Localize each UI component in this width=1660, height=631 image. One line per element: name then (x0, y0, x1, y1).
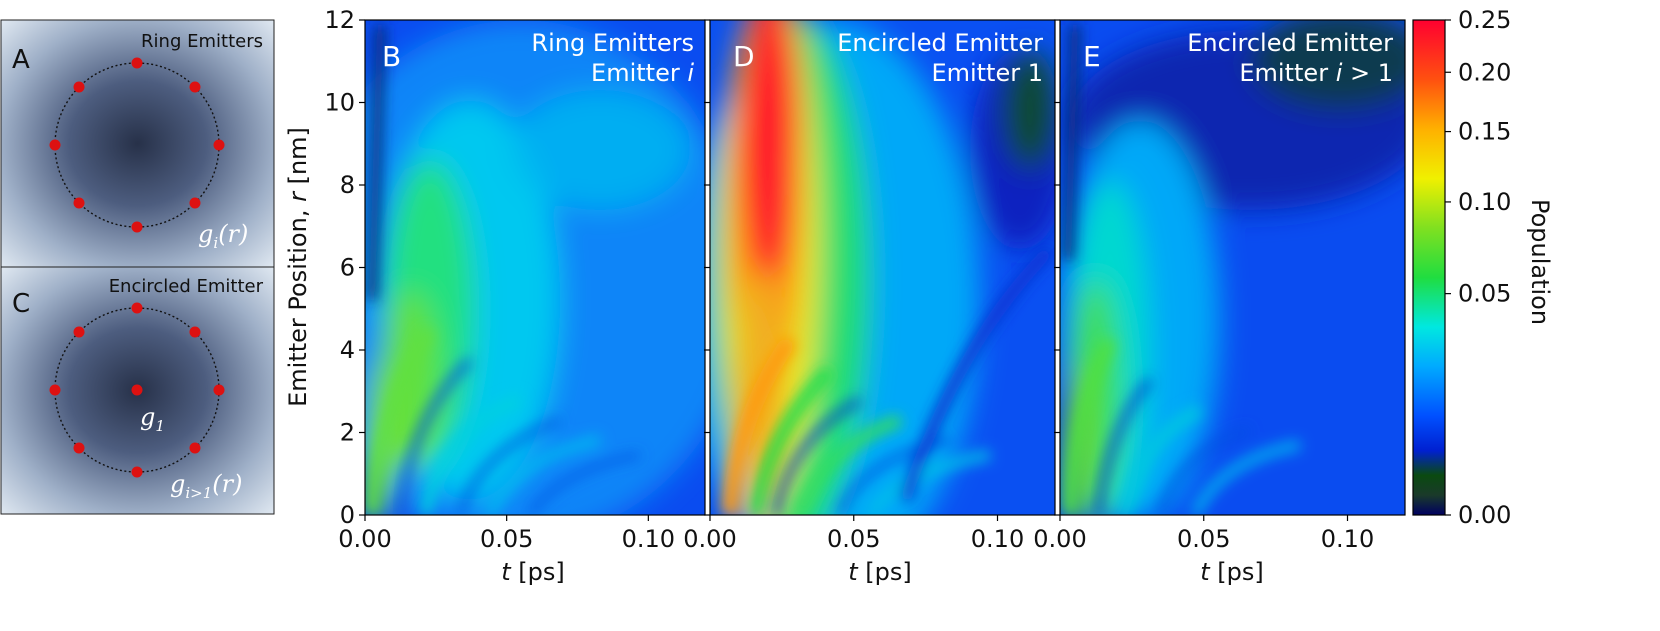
ring-label: gi>1(r) (170, 470, 243, 502)
emitter-dot (131, 57, 143, 69)
emitter-dot (49, 139, 61, 151)
y-tick-label: 12 (324, 6, 355, 34)
emitter-dot (131, 221, 143, 233)
colorbar-tick-label: 0.25 (1458, 6, 1511, 34)
y-axis-label: Emitter Position, r [nm] (284, 127, 312, 407)
overlay-subtitle: Emitter i (591, 59, 694, 87)
axes: 0.00 0.05 0.10 0 2 4 6 8 10 12 (324, 6, 675, 553)
y-tick-label: 4 (340, 336, 355, 364)
emitter-dot (189, 326, 201, 338)
x-tick-label: 0.00 (338, 525, 391, 553)
panel-letter: C (12, 289, 30, 319)
emitter-dots (49, 302, 225, 478)
heatmap-image (365, 20, 705, 515)
x-tick-label: 0.05 (827, 525, 880, 553)
overlay-subtitle: Emitter 1 (931, 59, 1043, 87)
emitter-dot (189, 197, 201, 209)
ring-label: gi(r) (198, 220, 248, 252)
colorbar-label: Population (1526, 199, 1554, 325)
panel-letter: B (382, 40, 401, 73)
x-tick-label: 0.10 (1321, 525, 1374, 553)
y-tick-label: 0 (340, 501, 355, 529)
overlay-title: Encircled Emitter (837, 29, 1043, 57)
colorbar: 0.00 0.05 0.10 0.15 0.20 0.25 Population (1412, 6, 1554, 529)
colorbar-gradient (1412, 19, 1446, 516)
schematic-c: C Encircled Emitter g1 gi>1(r) (0, 266, 275, 515)
panel-letter: D (733, 40, 755, 73)
overlay-title: Encircled Emitter (1187, 29, 1393, 57)
x-tick-label: 0.00 (1033, 525, 1086, 553)
x-tick-label: 0.10 (622, 525, 675, 553)
y-tick-label: 8 (340, 171, 355, 199)
emitter-dot (131, 466, 143, 478)
y-tick-label: 6 (340, 254, 355, 282)
x-axis-label: t [ps] (848, 558, 912, 586)
panel-letter: E (1083, 40, 1101, 73)
center-emitter-dot (131, 384, 143, 396)
overlay-subtitle: Emitter i > 1 (1239, 59, 1393, 87)
schematic-title: Encircled Emitter (109, 276, 264, 297)
y-tick-label: 10 (324, 89, 355, 117)
schematic-title: Ring Emitters (141, 31, 263, 52)
emitter-dot (213, 384, 225, 396)
emitter-dot (189, 81, 201, 93)
x-axis-label: t [ps] (501, 558, 565, 586)
heatmap-image (1060, 20, 1405, 515)
heatmap-e: E Encircled Emitter Emitter i > 1 0.00 0.… (1033, 19, 1406, 586)
emitter-dot (73, 326, 85, 338)
schematic-a: A Ring Emitters gi(r) (0, 19, 275, 268)
heatmap-image (710, 20, 1055, 515)
emitter-dot (73, 81, 85, 93)
x-tick-label: 0.10 (971, 525, 1024, 553)
panel-letter: A (12, 45, 30, 75)
center-label: g1 (140, 403, 165, 435)
axes: 0.00 0.05 0.10 (683, 19, 1024, 553)
colorbar-tick-label: 0.00 (1458, 501, 1511, 529)
axes: 0.00 0.05 0.10 (1033, 19, 1374, 553)
x-tick-label: 0.05 (480, 525, 533, 553)
emitter-dot (189, 442, 201, 454)
emitter-dots (49, 57, 225, 233)
x-tick-label: 0.05 (1177, 525, 1230, 553)
emitter-dot (213, 139, 225, 151)
heatmap-b: B Ring Emitters Emitter i 0.00 0.05 0.10 0 2… (284, 6, 706, 586)
y-tick-label: 2 (340, 419, 355, 447)
heatmap-d: D Encircled Emitter Emitter 1 0.00 0.05 0.… (683, 19, 1056, 586)
x-axis-label: t [ps] (1200, 558, 1264, 586)
colorbar-tick-label: 0.05 (1458, 280, 1511, 308)
colorbar-tick-label: 0.15 (1458, 118, 1511, 146)
emitter-dot (49, 384, 61, 396)
emitter-dot (73, 197, 85, 209)
x-tick-label: 0.00 (683, 525, 736, 553)
emitter-dot (73, 442, 85, 454)
overlay-title: Ring Emitters (531, 29, 694, 57)
emitter-dot (131, 302, 143, 314)
colorbar-ticks: 0.00 0.05 0.10 0.15 0.20 0.25 (1445, 6, 1511, 529)
colorbar-tick-label: 0.10 (1458, 188, 1511, 216)
colorbar-tick-label: 0.20 (1458, 58, 1511, 86)
